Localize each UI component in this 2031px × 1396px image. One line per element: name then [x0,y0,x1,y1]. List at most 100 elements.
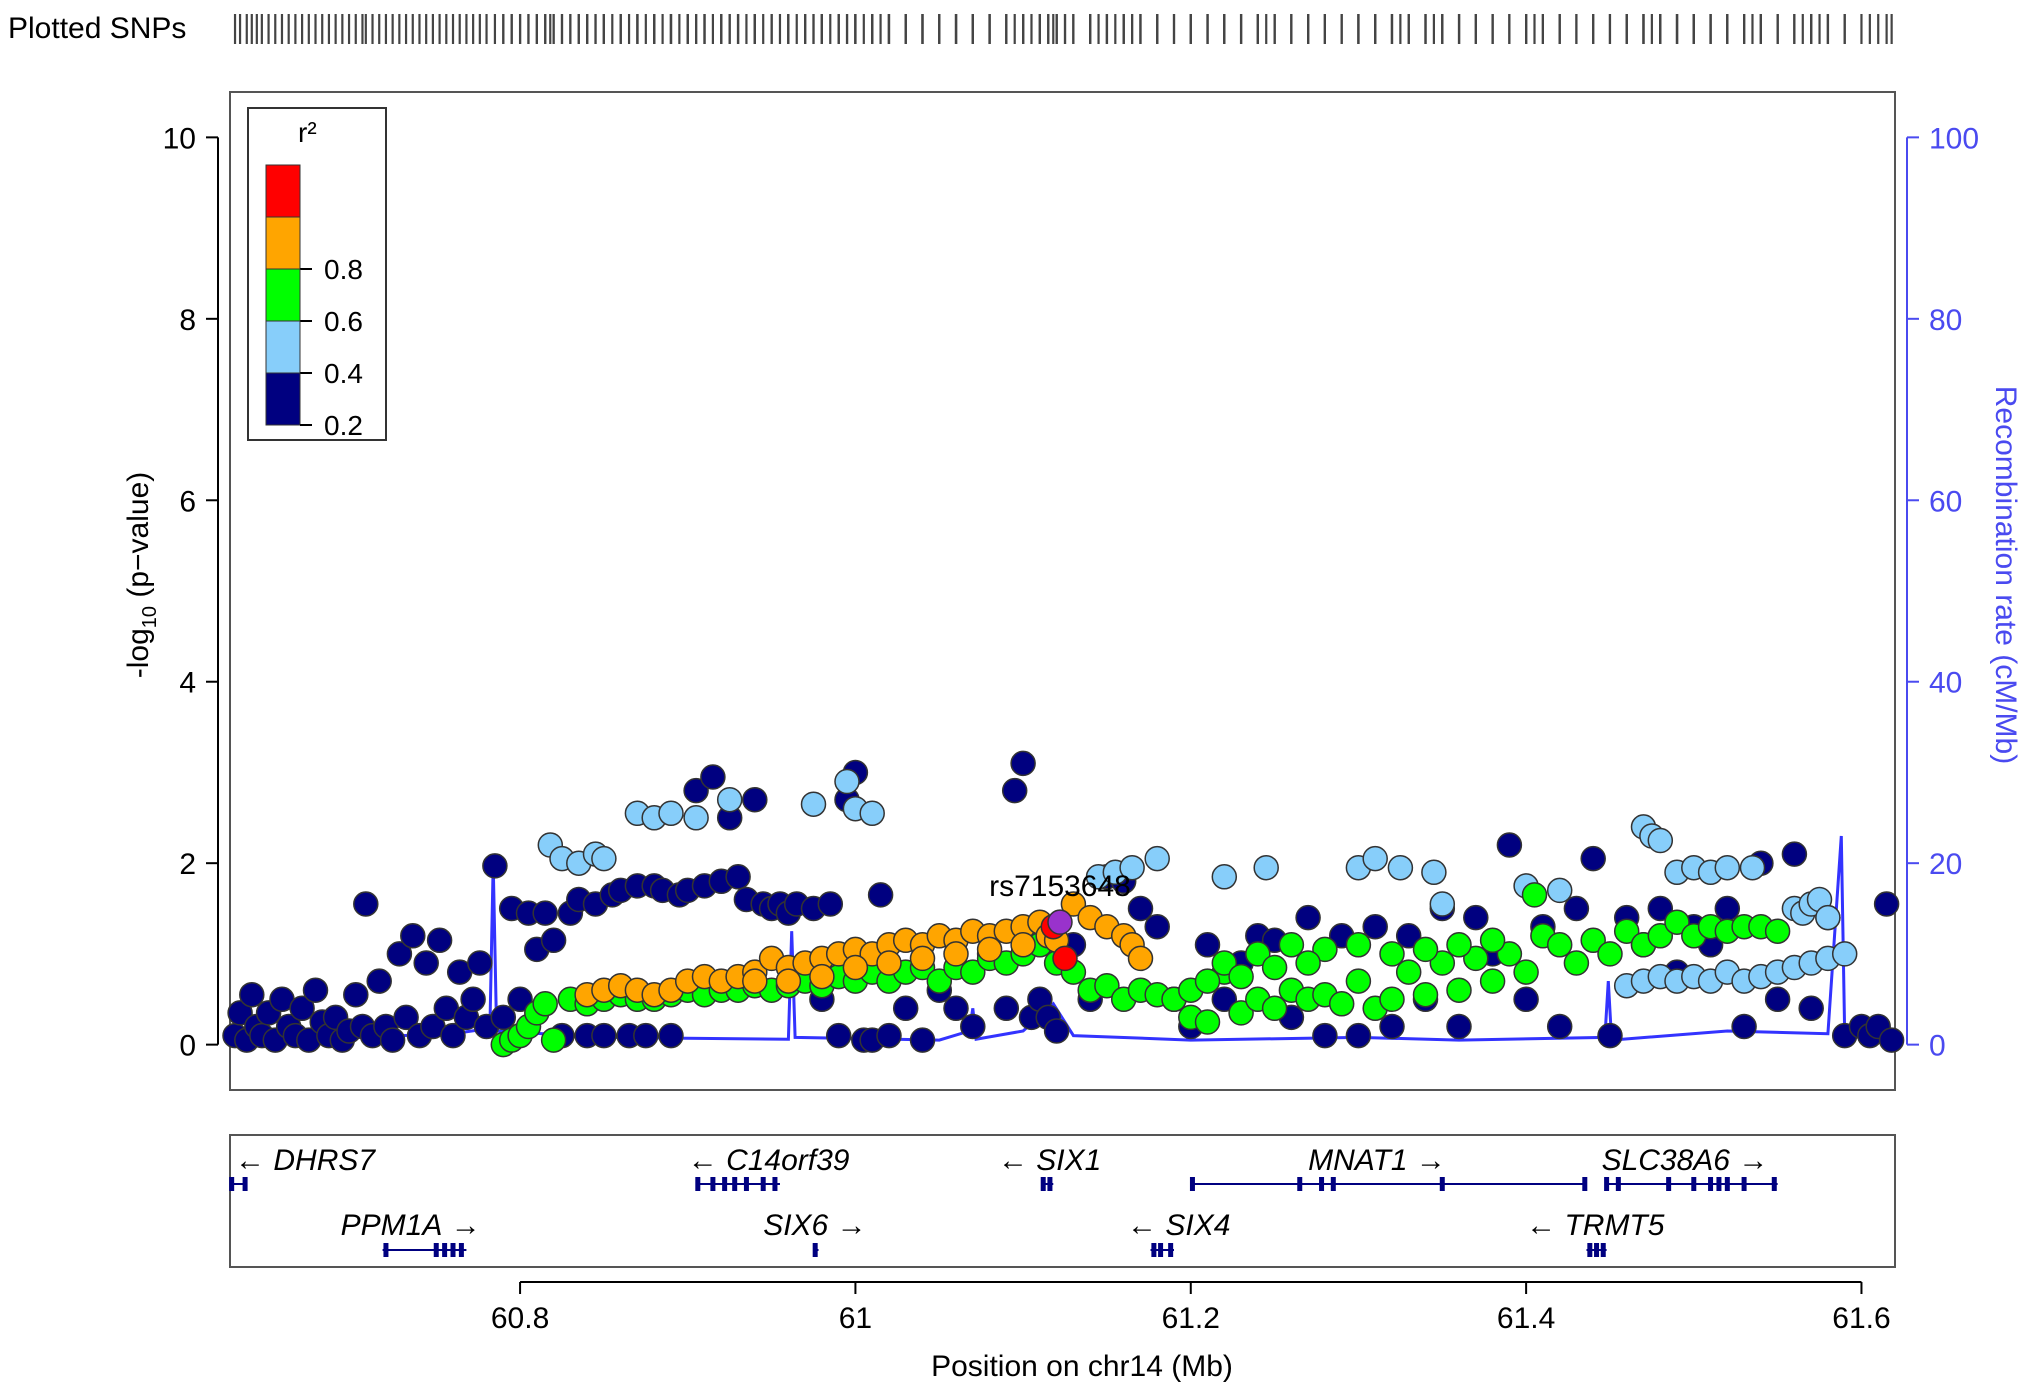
gene-exon [442,1243,448,1257]
y2-tick-label: 80 [1929,304,1962,337]
snp-point [289,995,315,1022]
gene-exon [1708,1177,1714,1191]
gene-exon [450,1243,456,1257]
recombination-layer [229,835,1896,1042]
y-tick-label: 8 [179,304,196,337]
legend-swatch [265,268,301,322]
gene-label: MNAT1 → [1308,1144,1446,1177]
snp-point [1043,1018,1070,1044]
snp-point [507,986,533,1013]
gene-exon [1040,1177,1046,1191]
snp-point [909,1027,936,1053]
gene-exon [812,1243,818,1257]
snp-point [1714,854,1741,881]
snp-point [1328,991,1355,1017]
snp-point [440,1022,466,1049]
snp-point [876,950,902,976]
legend-label: 0.4 [324,358,363,389]
gene-exon [710,1177,716,1191]
x-axis-label: Position on chr14 (Mb) [931,1350,1233,1383]
snp-point [1446,977,1472,1003]
gene-exon [772,1177,778,1191]
gene-exon [229,1177,235,1191]
gene-exon [1319,1177,1325,1191]
y-axis-label-main: -log [122,628,155,678]
snp-point [1815,904,1841,931]
y-tick-label: 2 [179,848,196,881]
snp-point [1379,941,1405,967]
gene-exon [1666,1177,1672,1191]
y-tick-label: 4 [179,667,196,700]
snp-track [233,14,1893,44]
snp-point [490,1004,517,1031]
snp-point [1253,854,1279,881]
gene-exon [1168,1243,1174,1257]
snp-point [775,968,802,994]
gene-exon [760,1177,766,1191]
snp-point [1345,968,1372,994]
y-axis-label: -log10 (p−value) [122,472,161,679]
recombination-line [229,835,1896,1042]
snp-point [943,941,969,967]
snp-point [1127,895,1154,922]
y2-tick-label: 0 [1929,1030,1946,1063]
gene-name: PPM1A [341,1209,443,1242]
snp-point [1873,891,1900,917]
legend: r² 0.8 0.6 0.4 0.2 [247,107,387,441]
gene-exon [1615,1177,1621,1191]
snp-point [1228,1000,1254,1026]
snp-point [1739,854,1766,881]
gene-exon [695,1177,701,1191]
snp-point [591,1022,617,1049]
snp-point [1001,777,1028,804]
gene-exon [433,1243,439,1257]
gene-exon [1439,1177,1445,1191]
snp-point [1194,932,1221,958]
gene-exon [1604,1177,1610,1191]
legend-label: 0.6 [324,306,363,337]
legend-swatch [265,164,301,218]
x-tick-label: 61.4 [1497,1302,1555,1335]
snp-point [239,981,265,1008]
snp-point [1278,932,1305,958]
snp-point [1421,859,1447,886]
gene-arrow: ← [235,1144,273,1177]
snp-point [1295,950,1321,976]
gene-arrow: → [828,1209,866,1242]
snp-point [1521,882,1548,908]
snp-point [1144,845,1170,872]
legend-label: 0.8 [324,254,363,285]
snp-point [467,950,493,976]
snp-point [386,941,413,967]
snp-point [379,1027,406,1053]
snp-point [1379,986,1405,1013]
snp-point [1429,950,1456,976]
y-axis-label-sub: 10 [139,606,161,628]
snp-point [1479,927,1506,954]
snp-point [1580,845,1606,872]
snp-point [1429,891,1456,917]
gene-exon [1151,1243,1157,1257]
y-axis: 0 2 4 6 8 10 [163,122,219,1063]
y2-tick-label: 40 [1929,667,1962,700]
snp-point [1010,932,1036,958]
gene-label: ← C14orf39 [688,1144,850,1177]
snp-point [716,786,743,813]
gene-exon [242,1177,248,1191]
gene-exon [1330,1177,1336,1191]
snp-point [540,1027,567,1053]
snp-point [1261,954,1288,981]
snp-point [540,927,567,954]
x-axis: 60.8 61 61.2 61.4 61.6 [491,1281,1891,1335]
legend-title: r² [298,117,317,148]
snp-point [591,845,617,872]
snp-point [1010,750,1036,777]
gene-name: SLC38A6 [1602,1144,1731,1177]
snp-point [658,800,684,827]
snp-point [1312,936,1338,963]
gene-name: SIX6 [763,1209,828,1242]
snp-point [1387,854,1414,881]
snp-point [343,981,369,1008]
snp-point [1731,1013,1757,1040]
snp-point [867,882,894,908]
